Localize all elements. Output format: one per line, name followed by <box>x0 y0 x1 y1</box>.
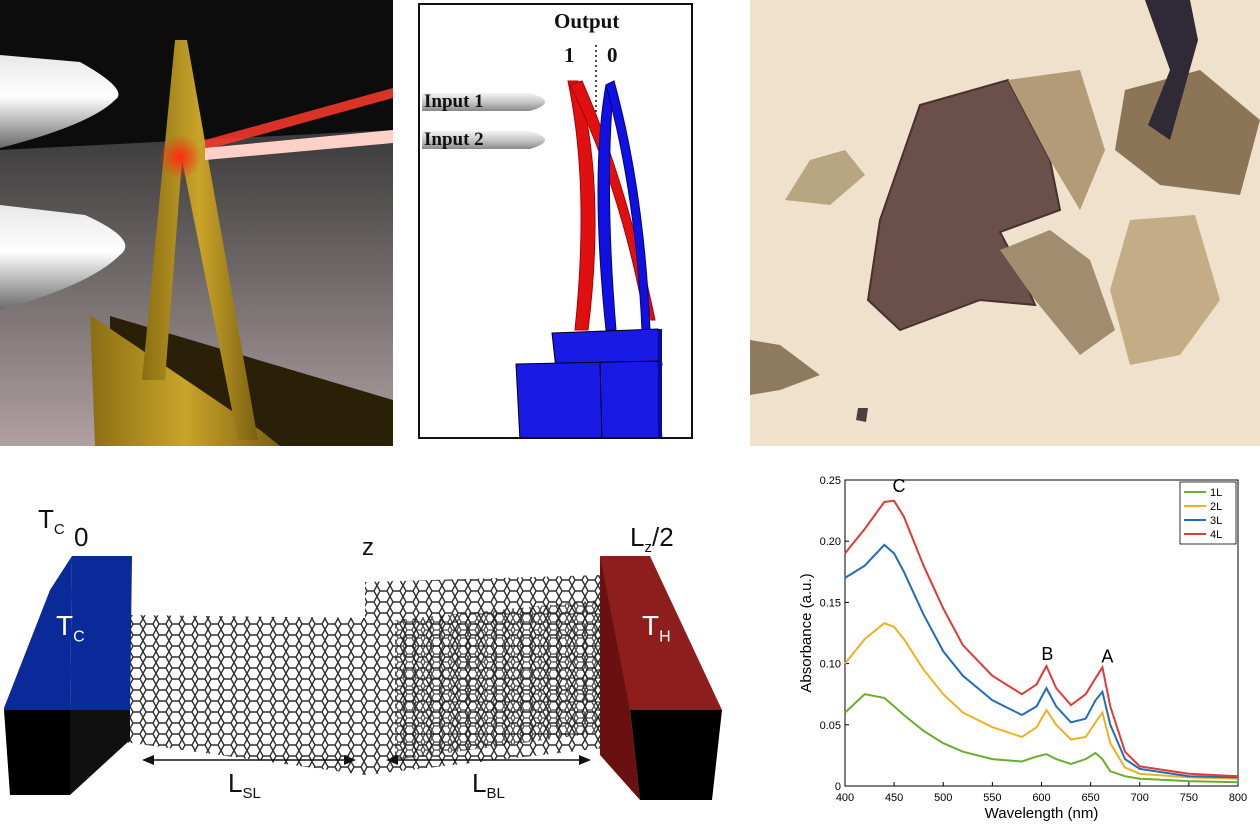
series-line-2L <box>844 622 1239 780</box>
anchor-seam <box>599 362 603 437</box>
peak-label-A: A <box>1101 646 1113 666</box>
x-tick-label: 700 <box>1131 792 1149 804</box>
lbl-arrowhead-right <box>579 755 591 765</box>
input-1-pin <box>422 93 545 111</box>
lbl-label: LBL <box>472 768 505 803</box>
dark-flake-top <box>1145 0 1198 140</box>
light-flake-upper <box>1008 70 1105 210</box>
brown-flake-right <box>1115 70 1260 195</box>
laser-spot <box>158 135 202 179</box>
series-line-1L <box>844 693 1239 784</box>
y-tick-label: 0 <box>835 781 841 793</box>
output-1-label: 1 <box>564 43 575 67</box>
output-0-label: 0 <box>607 43 618 67</box>
lsl-arrowhead-right <box>344 755 356 765</box>
y-tick-label: 0.10 <box>820 659 841 671</box>
absorbance-chart-panel: 400 450 500 550 600 650 700 750 800 0 0.05 0.10 0.15… <box>760 460 1260 826</box>
laser-beam-lower <box>205 130 393 160</box>
light-flake-mid <box>1000 230 1115 355</box>
legend-label-2L: 2L <box>1210 501 1222 513</box>
cold-block-base <box>4 710 70 795</box>
lz-label: Lz/2 <box>630 522 674 557</box>
base-shadow <box>110 316 393 446</box>
series-line-4L <box>844 499 1239 778</box>
lsl-label: LSL <box>228 768 261 803</box>
z-axis-label: z <box>362 534 374 561</box>
x-tick-label: 550 <box>983 792 1001 804</box>
legend-label-1L: 1L <box>1210 487 1222 499</box>
hot-block-side <box>600 556 640 800</box>
series-line-3L <box>844 543 1239 779</box>
render-svg <box>0 40 393 446</box>
y-tick-label: 0.05 <box>820 720 841 732</box>
cold-block-shadow <box>70 710 130 795</box>
peak-label-C: C <box>893 476 906 496</box>
tiny-particle <box>856 408 868 422</box>
red-arm-left <box>567 80 596 331</box>
small-flake-left <box>785 150 865 205</box>
absorbance-chart: 400 450 500 550 600 650 700 750 800 0 0.05 0.10 0.15… <box>798 475 1247 822</box>
ribbon-panel: TC 0 z Lz/2 TC TH LSL LBL <box>0 470 740 826</box>
zero-label: 0 <box>74 522 89 552</box>
x-tick-label: 450 <box>885 792 903 804</box>
blue-arm-left <box>597 80 617 331</box>
legend-label-4L: 4L <box>1210 529 1222 541</box>
anchor-side <box>658 329 662 437</box>
logic-svg <box>422 45 663 437</box>
lower-probe-tip <box>0 205 126 310</box>
hot-block-face <box>600 556 722 710</box>
x-tick-label: 600 <box>1032 792 1050 804</box>
laser-beam-upper <box>205 88 393 150</box>
lbl-arrowhead-left <box>386 755 398 765</box>
output-label: Output <box>554 9 620 33</box>
x-tick-label: 400 <box>836 792 854 804</box>
bilayer-lattice-bottom <box>395 600 620 760</box>
x-tick-label: 650 <box>1081 792 1099 804</box>
tc-top-label: TC <box>38 504 65 539</box>
y-tick-label: 0.15 <box>820 597 841 609</box>
input-2-pin <box>422 131 545 149</box>
cold-block-face <box>70 556 132 710</box>
x-tick-label: 750 <box>1180 792 1198 804</box>
micrograph-svg <box>750 0 1260 422</box>
micrograph-panel <box>750 0 1260 446</box>
single-layer-lattice <box>110 615 365 775</box>
anchor-bottom <box>515 360 663 437</box>
input-2-label: Input 2 <box>424 129 484 150</box>
render-panel <box>0 0 393 446</box>
ribbon-svg <box>4 556 722 800</box>
tc-block-label: TC <box>56 610 85 646</box>
y-tick-label: 0.25 <box>820 475 841 487</box>
cold-block-side <box>4 556 72 710</box>
y-tick-label: 0.20 <box>820 536 841 548</box>
x-tick-label: 800 <box>1229 792 1247 804</box>
th-block-label: TH <box>642 610 671 646</box>
legend-label-3L: 3L <box>1210 515 1222 527</box>
upper-probe-tip <box>0 55 119 148</box>
lsl-arrowhead-left <box>142 755 154 765</box>
hot-block-base <box>630 710 722 800</box>
input-1-label: Input 1 <box>424 91 484 112</box>
peak-label-B: B <box>1041 644 1053 664</box>
logic-panel: Output 1 0 Input 1 Input 2 <box>418 3 693 439</box>
y-axis-label: Absorbance (a.u.) <box>798 573 815 692</box>
x-axis-label: Wavelength (nm) <box>985 805 1099 822</box>
plot-frame <box>844 479 1239 787</box>
tan-flake-right <box>1110 215 1220 365</box>
x-tick-label: 500 <box>934 792 952 804</box>
gold-base <box>90 315 280 446</box>
edge-flake-left <box>750 340 820 395</box>
